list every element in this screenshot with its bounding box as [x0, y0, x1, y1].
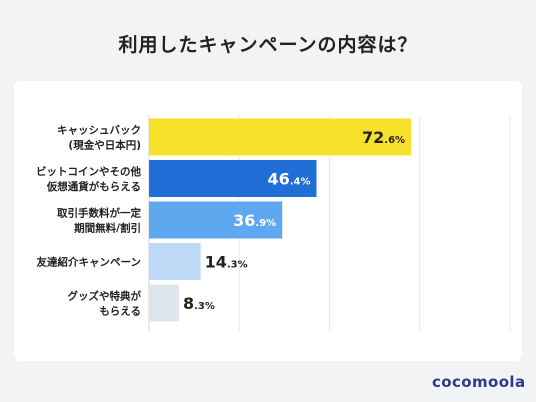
category-label-5: グッズや特典がもらえる — [68, 290, 142, 318]
value-label-3: 36.9% — [233, 211, 276, 230]
category-label-1: キャッシュバック(現金や日本円) — [57, 125, 141, 152]
value-label-1: 72.6% — [362, 128, 405, 147]
bar-5 — [149, 284, 179, 322]
bar-chart: キャッシュバック(現金や日本円) 72.6% ビットコインやその他仮想通貨がもらえる… — [36, 115, 511, 331]
chart-card: キャッシュバック(現金や日本円) 72.6% ビットコインやその他仮想通貨がもらえる… — [14, 81, 522, 361]
chart-title: 利用したキャンペーンの内容は？ — [118, 34, 418, 56]
bar-3 — [149, 201, 283, 239]
category-label-4: 友達紹介キャンペーン — [36, 256, 141, 269]
bar-4 — [149, 243, 201, 280]
value-label-5: 8.3% — [183, 294, 215, 313]
bar-1 — [149, 118, 412, 156]
category-label-2: ビットコインやその他仮想通貨がもらえる — [36, 165, 141, 193]
value-label-2: 46.4% — [267, 170, 310, 189]
value-label-4: 14.3% — [205, 253, 248, 272]
brand-logo: cocomoola — [432, 373, 526, 391]
bar-2 — [149, 160, 317, 197]
category-label-3: 取引手数料が一定期間無料/割引 — [57, 207, 141, 235]
